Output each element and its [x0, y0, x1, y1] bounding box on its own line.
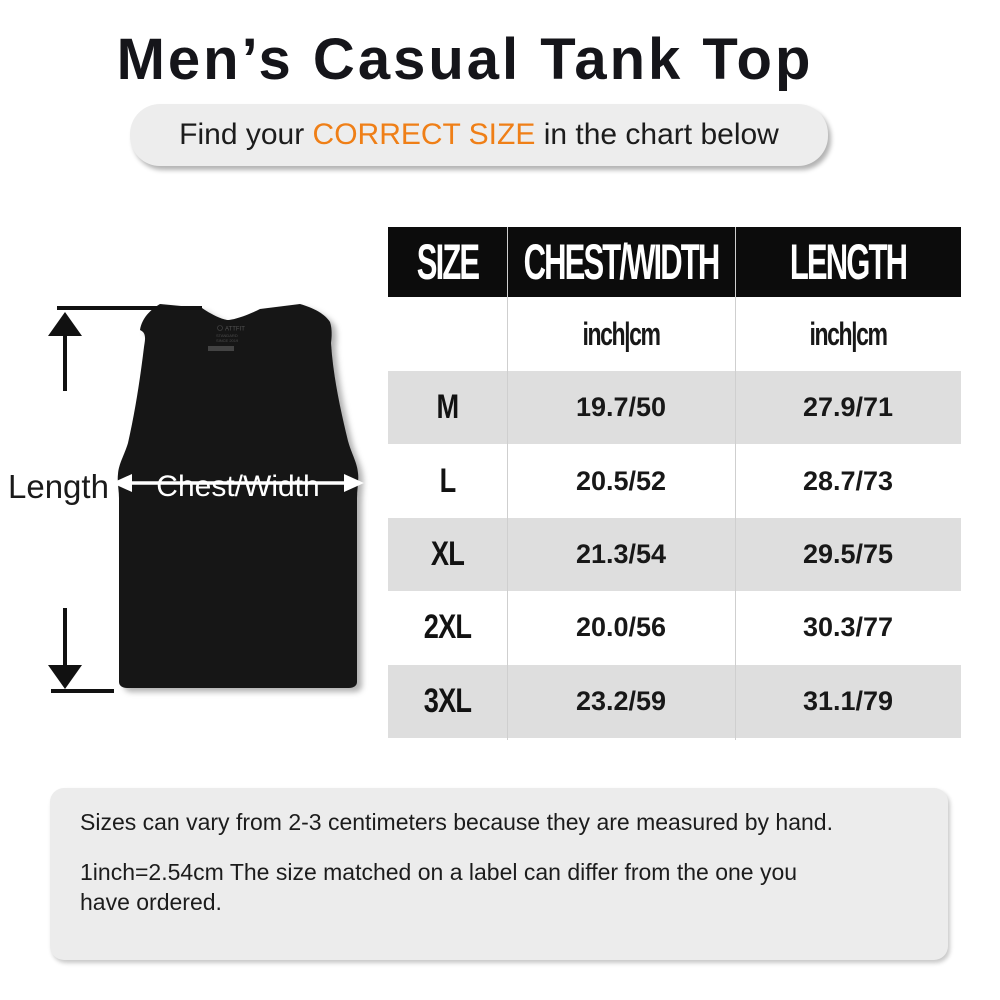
- svg-text:Chest/Width: Chest/Width: [156, 470, 319, 503]
- svg-text:ATTFIT: ATTFIT: [225, 327, 245, 333]
- svg-text:SINCE 2019: SINCE 2019: [216, 338, 239, 343]
